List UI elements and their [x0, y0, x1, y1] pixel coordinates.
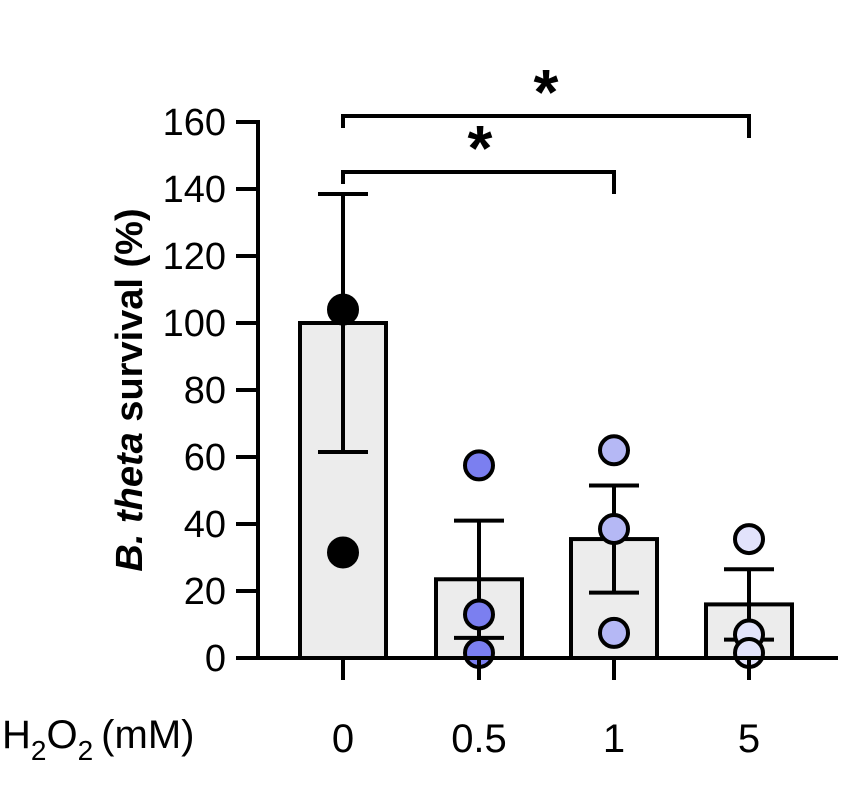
- significance-star-0-1: *: [468, 112, 493, 184]
- x-tick-label-0.5: 0.5: [451, 717, 507, 761]
- x-axis-title-unit: (mM): [101, 713, 194, 757]
- y-tick-label-0: 0: [205, 638, 226, 680]
- data-point-0-2: [327, 536, 359, 569]
- axes-group: 0 20 40 60 80 100 120 140 160 0 0.5 1 5: [163, 102, 838, 761]
- data-point-0.5-2: [463, 598, 495, 631]
- y-axis-title: B. theta survival (%): [109, 208, 151, 571]
- x-axis-title-o: O: [46, 713, 77, 757]
- y-axis-title-rest: survival (%): [109, 208, 151, 432]
- data-point-1-2: [598, 513, 630, 546]
- y-tick-label-160: 160: [163, 102, 226, 144]
- y-tick-label-140: 140: [163, 169, 226, 211]
- data-point-0.5-1: [463, 449, 495, 482]
- y-tick-label-100: 100: [163, 303, 226, 345]
- x-tick-label-1: 1: [603, 717, 625, 761]
- y-tick-label-80: 80: [184, 370, 226, 412]
- x-tick-label-5: 5: [738, 717, 760, 761]
- data-point-0-1: [327, 293, 359, 326]
- y-tick-label-60: 60: [184, 437, 226, 479]
- y-axis-title-italic: B. theta: [109, 432, 151, 571]
- significance-star-0-5: *: [534, 56, 559, 128]
- data-point-1-3: [598, 616, 630, 649]
- x-axis-title: H2O2 (mM): [2, 713, 194, 766]
- significance-group: **: [341, 56, 751, 194]
- x-tick-label-0: 0: [332, 717, 354, 761]
- x-axis-title-sub2: 2: [78, 735, 94, 766]
- x-axis-title-sub1: 2: [31, 735, 47, 766]
- significance-bracket-0-5: [341, 114, 751, 138]
- data-point-5-1: [733, 523, 765, 556]
- y-tick-label-40: 40: [184, 504, 226, 546]
- x-axis-title-h: H: [2, 713, 31, 757]
- y-tick-label-120: 120: [163, 236, 226, 278]
- y-tick-label-20: 20: [184, 571, 226, 613]
- points-group: [327, 293, 765, 669]
- bars-group: [298, 321, 794, 661]
- data-point-1-1: [598, 434, 630, 467]
- significance-bracket-0-1: [341, 170, 616, 194]
